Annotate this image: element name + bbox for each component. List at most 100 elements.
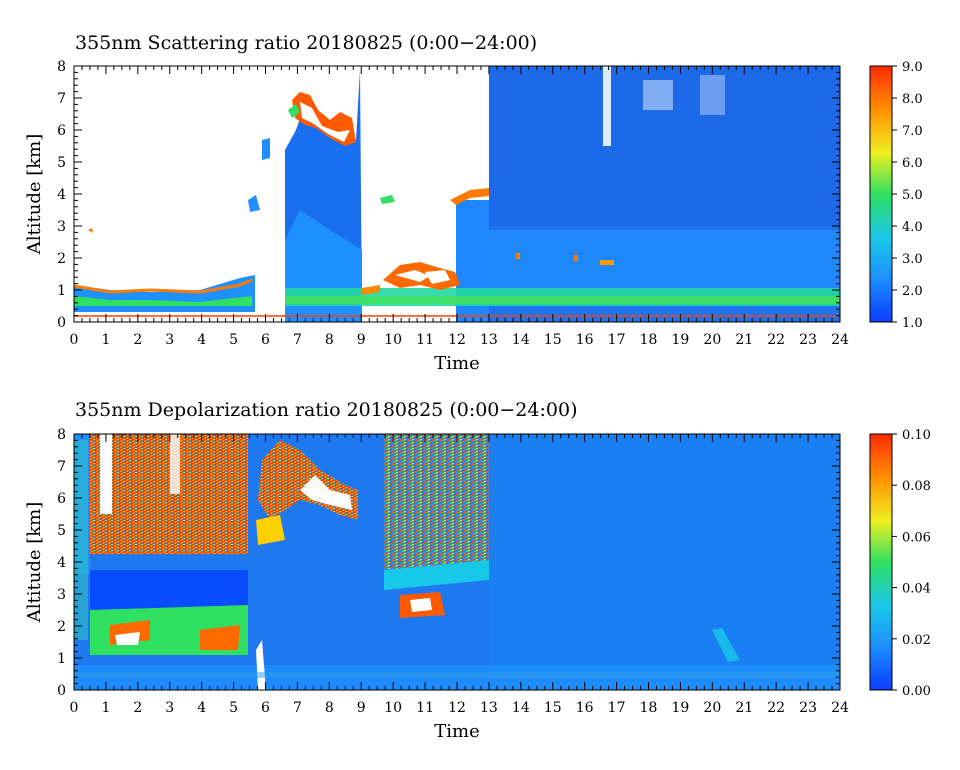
x-tick-label: 8 (325, 700, 334, 716)
x-tick-label: 9 (357, 700, 366, 716)
depolarization-ratio-panel: 355nm Depolarization ratio 20180825 (0:0… (24, 399, 931, 742)
y-tick-label: 0 (57, 683, 66, 699)
x-tick-label: 15 (544, 700, 562, 716)
dr-region-morning-high (90, 434, 248, 554)
x-tick-label: 12 (448, 700, 466, 716)
colorbar-tick-label: 0.04 (902, 582, 931, 597)
colorbar-scattering: 1.0 2.0 3.0 4.0 5.0 6.0 7.0 8.0 9.0 (869, 60, 923, 331)
y-tick-label: 7 (57, 459, 66, 475)
x-tick-label: 23 (799, 332, 817, 348)
x-axis-label-scattering: Time (434, 353, 479, 374)
x-tick-label: 16 (576, 700, 594, 716)
x-tick-label: 14 (512, 332, 530, 348)
y-tick-label: 5 (57, 523, 66, 539)
y-axis-label-depolarization: Altitude [km] (24, 502, 45, 624)
x-tick-label: 2 (133, 332, 142, 348)
x-tick-label: 10 (384, 700, 402, 716)
colorbar-tick-label: 0.02 (902, 633, 931, 648)
x-tick-label: 9 (357, 332, 366, 348)
x-tick-label: 4 (197, 700, 206, 716)
y-tick-label: 0 (57, 315, 66, 331)
x-tick-label: 20 (703, 700, 721, 716)
colorbar-tick-label: 0.10 (902, 428, 931, 443)
x-tick-label: 4 (197, 332, 206, 348)
x-tick-label: 2 (133, 700, 142, 716)
x-axis-label-depolarization: Time (434, 721, 479, 742)
y-tick-label: 8 (57, 427, 66, 443)
x-tick-label: 6 (261, 700, 270, 716)
x-tick-label: 21 (735, 700, 753, 716)
x-tick-label: 18 (640, 700, 658, 716)
x-tick-label: 13 (480, 332, 498, 348)
x-tick-label: 22 (767, 700, 785, 716)
x-tick-label: 19 (672, 700, 690, 716)
x-tick-label: 1 (101, 700, 110, 716)
x-tick-label: 16 (576, 332, 594, 348)
x-tick-label: 8 (325, 332, 334, 348)
x-tick-label: 12 (448, 332, 466, 348)
x-tick-label: 0 (70, 700, 79, 716)
x-tick-label: 17 (608, 332, 626, 348)
x-tick-label: 14 (512, 700, 530, 716)
colorbar-tick-label: 5.0 (902, 188, 923, 203)
colorbar-tick-label: 7.0 (902, 124, 923, 139)
x-tick-label: 13 (480, 700, 498, 716)
x-tick-label: 21 (735, 332, 753, 348)
scattering-ratio-panel: 355nm Scattering ratio 20180825 (0:00−24… (24, 32, 923, 374)
y-tick-label: 2 (57, 251, 66, 267)
y-tick-label: 3 (57, 587, 66, 603)
y-tick-label: 1 (57, 283, 66, 299)
y-tick-label: 8 (57, 59, 66, 75)
colorbar-tick-label: 8.0 (902, 92, 923, 107)
x-tick-label: 23 (799, 700, 817, 716)
x-tick-label: 3 (165, 700, 174, 716)
y-tick-label: 4 (57, 187, 66, 203)
colorbar-tick-label: 3.0 (902, 252, 923, 267)
y-tick-label: 2 (57, 619, 66, 635)
y-tick-label: 1 (57, 651, 66, 667)
colorbar-tick-label: 0.08 (902, 479, 931, 494)
x-tick-label: 19 (672, 332, 690, 348)
y-axis-label-scattering: Altitude [km] (24, 134, 45, 256)
chart-title-scattering: 355nm Scattering ratio 20180825 (0:00−24… (75, 32, 537, 54)
colorbar-tick-label: 0.06 (902, 530, 931, 545)
x-tick-label: 11 (416, 700, 434, 716)
x-tick-label: 24 (831, 700, 849, 716)
x-tick-label: 1 (101, 332, 110, 348)
x-tick-label: 11 (416, 332, 434, 348)
x-tick-label: 0 (70, 332, 79, 348)
colorbar-tick-label: 0.00 (902, 684, 931, 699)
x-tick-label: 7 (293, 332, 302, 348)
colorbar-tick-label: 6.0 (902, 156, 923, 171)
chart-title-depolarization: 355nm Depolarization ratio 20180825 (0:0… (75, 399, 577, 421)
x-tick-label: 24 (831, 332, 849, 348)
x-tick-label: 18 (640, 332, 658, 348)
scattering-heatmap (73, 66, 840, 322)
x-tick-label: 10 (384, 332, 402, 348)
y-tick-label: 5 (57, 155, 66, 171)
y-tick-label: 4 (57, 555, 66, 571)
x-tick-label: 5 (229, 700, 238, 716)
x-tick-label: 17 (608, 700, 626, 716)
y-tick-label: 3 (57, 219, 66, 235)
colorbar-tick-label: 4.0 (902, 220, 923, 235)
x-tick-label: 22 (767, 332, 785, 348)
x-tick-label: 20 (703, 332, 721, 348)
colorbar-tick-label: 9.0 (902, 60, 923, 75)
depolarization-heatmap (74, 434, 840, 690)
y-tick-label: 7 (57, 91, 66, 107)
colorbar-depolarization: 0.00 0.02 0.04 0.06 0.08 0.10 (869, 428, 931, 699)
dr-region-noon-high (384, 434, 489, 569)
x-tick-label: 15 (544, 332, 562, 348)
colorbar-tick-label: 1.0 (902, 316, 923, 331)
dr-region-afternoon (489, 434, 840, 690)
x-tick-label: 5 (229, 332, 238, 348)
dr-region-morning-mid (90, 570, 248, 610)
x-tick-label: 3 (165, 332, 174, 348)
colorbar-tick-label: 2.0 (902, 284, 923, 299)
x-tick-label: 7 (293, 700, 302, 716)
y-tick-label: 6 (57, 123, 66, 139)
y-tick-label: 6 (57, 491, 66, 507)
x-tick-label: 6 (261, 332, 270, 348)
